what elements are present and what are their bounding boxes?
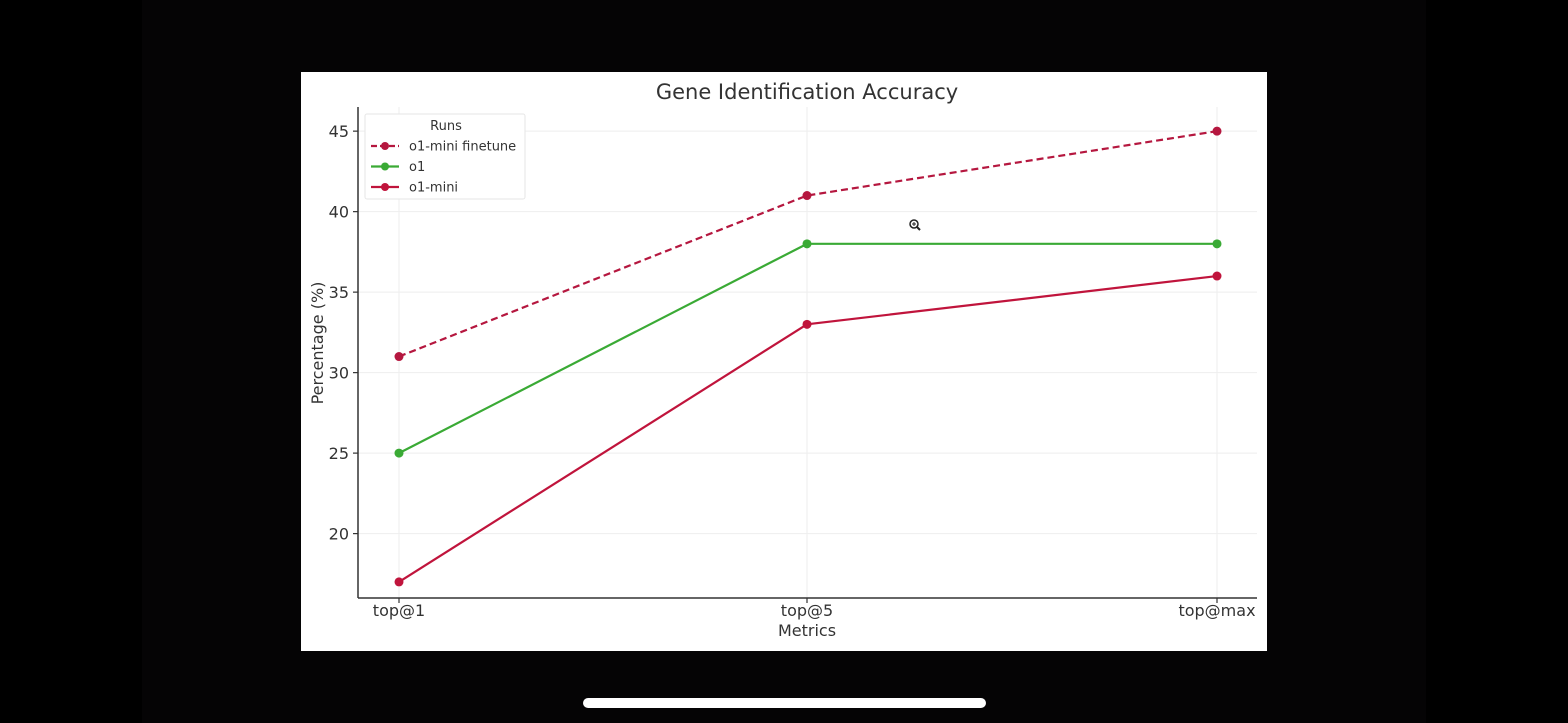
- legend-title: Runs: [430, 119, 462, 134]
- legend-marker: [381, 183, 389, 191]
- legend-items: o1-mini finetune o1 o1-mini: [371, 140, 516, 196]
- magnifier-cursor-icon: [909, 219, 921, 231]
- x-tick-label: top@5: [781, 601, 833, 620]
- series-o1: [394, 239, 1222, 458]
- chart-card: 20 25 30 35 40 45 top@1 top@5 top@max Gene Ident…: [301, 72, 1267, 651]
- y-tick-label: 30: [329, 364, 349, 383]
- data-point: [394, 448, 404, 458]
- legend-item: o1-mini: [371, 181, 458, 196]
- home-indicator-bar[interactable]: [583, 698, 986, 708]
- chart-title: Gene Identification Accuracy: [656, 80, 958, 104]
- x-tick-label: top@1: [373, 601, 425, 620]
- y-tick-label: 25: [329, 444, 349, 463]
- series-o1-mini: [394, 271, 1222, 587]
- data-point: [1212, 239, 1222, 249]
- legend: Runs o1-mini finetune o1 o1-mini: [364, 113, 526, 200]
- legend-marker: [381, 142, 389, 150]
- data-point: [802, 319, 812, 329]
- data-point: [802, 239, 812, 249]
- ticks-layer: 20 25 30 35 40 45 top@1 top@5 top@max: [329, 122, 1256, 620]
- legend-box: [364, 113, 526, 200]
- y-tick-label: 20: [329, 525, 349, 544]
- series-layer: [394, 126, 1222, 587]
- data-point: [394, 352, 404, 362]
- legend-item: o1: [371, 160, 425, 175]
- x-tick-label: top@max: [1178, 601, 1255, 620]
- y-tick-label: 40: [329, 203, 349, 222]
- data-point: [802, 191, 812, 201]
- data-point: [1212, 271, 1222, 281]
- y-tick-label: 35: [329, 283, 349, 302]
- legend-label: o1: [409, 160, 425, 175]
- data-point: [1212, 126, 1222, 136]
- data-point: [394, 577, 404, 587]
- series-line: [398, 130, 1218, 358]
- grid-layer: [358, 107, 1257, 598]
- legend-item: o1-mini finetune: [371, 140, 516, 155]
- series-line: [398, 242, 1217, 455]
- x-axis-label: Metrics: [778, 621, 836, 640]
- legend-label: o1-mini: [409, 181, 458, 196]
- legend-marker: [381, 162, 389, 171]
- series-o1-mini-finetune: [394, 126, 1222, 362]
- y-axis-label: Percentage (%): [308, 282, 327, 405]
- y-tick-label: 45: [329, 122, 349, 141]
- line-chart: 20 25 30 35 40 45 top@1 top@5 top@max Gene Ident…: [308, 80, 1257, 640]
- legend-label: o1-mini finetune: [409, 140, 516, 155]
